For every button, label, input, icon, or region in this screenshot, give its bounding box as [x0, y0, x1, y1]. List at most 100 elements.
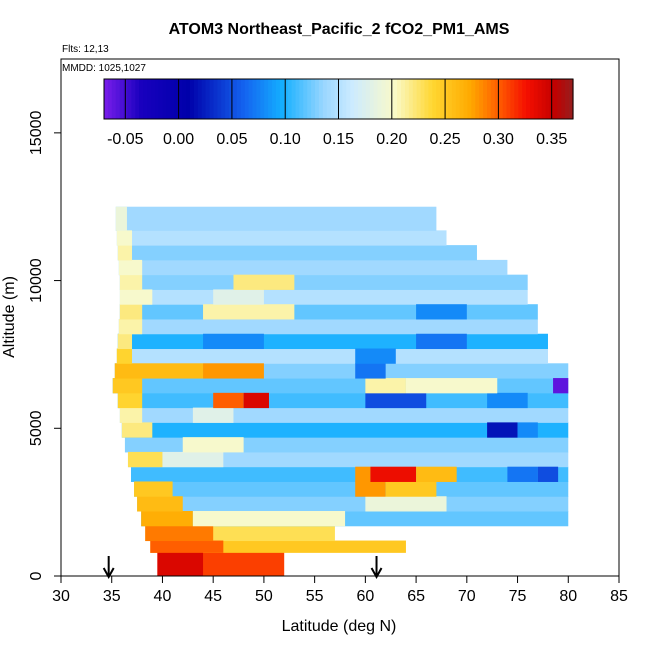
heatmap-cell	[116, 230, 133, 246]
heatmap-cell	[365, 378, 406, 394]
heatmap-cell	[213, 289, 264, 305]
colorbar-swatch	[217, 79, 222, 119]
heatmap-cell	[114, 363, 204, 379]
heatmap-cell	[119, 289, 153, 305]
colorbar-swatch	[397, 79, 402, 119]
colorbar-swatch	[490, 79, 496, 119]
colorbar-swatch	[256, 79, 261, 119]
colorbar-swatch	[307, 79, 312, 119]
x-tick-label: 60	[356, 588, 374, 605]
colorbar-tick-label: 0.30	[483, 131, 514, 148]
flights-label: Flts: 12,13	[62, 44, 109, 55]
colorbar-swatch	[565, 79, 570, 119]
colorbar-swatch	[244, 79, 250, 119]
colorbar-tick-label: 0.35	[536, 131, 567, 148]
colorbar-swatch	[365, 79, 371, 119]
heatmap-cell	[355, 481, 386, 497]
x-tick-label: 65	[407, 588, 425, 605]
colorbar-swatch	[467, 79, 472, 119]
colorbar-swatch	[174, 79, 179, 119]
heatmap-cell	[416, 466, 457, 482]
heatmap-cell	[355, 363, 386, 379]
colorbar-swatch	[545, 79, 551, 119]
colorbar-swatch	[240, 79, 246, 119]
colorbar-swatch	[209, 79, 215, 119]
colorbar-swatch	[420, 79, 426, 119]
heatmap-cell	[416, 333, 467, 350]
heatmap-cell	[141, 511, 193, 527]
colorbar-swatch	[127, 79, 132, 119]
colorbar-swatch	[154, 79, 160, 119]
heatmap-cell	[405, 378, 498, 394]
colorbar-swatch	[178, 79, 183, 119]
colorbar-tick-label: 0.05	[216, 131, 247, 148]
colorbar-swatch	[143, 79, 148, 119]
colorbar-swatch	[537, 79, 543, 119]
heatmap-cell	[117, 333, 133, 350]
heatmap-cell	[365, 392, 427, 409]
colorbar-frame	[103, 78, 574, 120]
heatmap-cell	[507, 466, 538, 482]
heatmap-cell	[118, 318, 143, 335]
colorbar-swatch	[221, 79, 226, 119]
colorbar-swatch	[346, 79, 351, 119]
colorbar-swatch	[557, 79, 562, 119]
heatmap-cell	[157, 552, 204, 576]
heatmap-cell	[119, 274, 143, 290]
colorbar-swatch	[330, 79, 336, 119]
colorbar-swatch	[541, 79, 547, 119]
colorbar-swatch	[236, 79, 242, 119]
colorbar-swatch	[252, 79, 258, 119]
colorbar-swatch	[291, 79, 297, 119]
colorbar-tick-label: 0.20	[376, 131, 407, 148]
colorbar-swatch	[342, 79, 347, 119]
colorbar-swatch	[338, 79, 344, 119]
heatmap-cell	[553, 378, 569, 394]
colorbar-swatch	[225, 79, 230, 119]
colorbar-swatch	[272, 79, 277, 119]
heatmap-cell	[131, 466, 569, 482]
colorbar-swatch	[416, 79, 422, 119]
colorbar-swatch	[463, 79, 469, 119]
colorbar-swatch	[424, 79, 429, 119]
heatmap-cell	[203, 363, 264, 379]
colorbar-swatch	[553, 79, 558, 119]
colorbar-swatch	[569, 79, 574, 119]
heatmap-cell	[119, 407, 569, 423]
heatmap-cell	[134, 481, 173, 497]
colorbar-swatch	[193, 79, 199, 119]
colorbar-swatch	[264, 79, 269, 119]
colorbar-swatch	[498, 79, 504, 119]
colorbar-swatch	[299, 79, 304, 119]
x-tick-label: 75	[509, 588, 527, 605]
colorbar-swatch	[369, 79, 375, 119]
y-tick-label: 0	[28, 571, 45, 580]
x-tick-label: 40	[154, 588, 172, 605]
colorbar-swatch	[135, 79, 140, 119]
colorbar-swatch	[440, 79, 445, 119]
colorbar-swatch	[283, 79, 289, 119]
x-axis: 30 35 40 45 50 55 60 65 70 75 80 85	[52, 576, 628, 605]
heatmap-cell	[127, 451, 569, 468]
colorbar-swatch	[518, 79, 523, 119]
colorbar-swatch	[494, 79, 500, 119]
colorbar-swatch	[436, 79, 441, 119]
colorbar-swatch	[526, 79, 531, 119]
heatmap-cell	[137, 496, 183, 512]
heatmap-cell	[119, 289, 528, 305]
colorbar-swatch	[561, 79, 566, 119]
colorbar-swatch	[334, 79, 340, 119]
heatmap-cell	[192, 511, 346, 527]
colorbar-tick-label: -0.05	[107, 131, 144, 148]
colorbar-swatch	[229, 79, 234, 119]
heatmap-cell	[137, 496, 569, 512]
colorbar-tick-label: 0.00	[163, 131, 194, 148]
plot-frame	[60, 58, 620, 577]
colorbar-swatch	[361, 79, 367, 119]
heatmap-cell	[116, 230, 447, 246]
colorbar-swatch	[455, 79, 461, 119]
colorbar-swatch	[197, 79, 203, 119]
colorbar-swatch	[502, 79, 508, 119]
colorbar-swatch	[483, 79, 488, 119]
colorbar: -0.05 0.00 0.05 0.10 0.15 0.20 0.25 0.30 0.35	[103, 78, 574, 148]
